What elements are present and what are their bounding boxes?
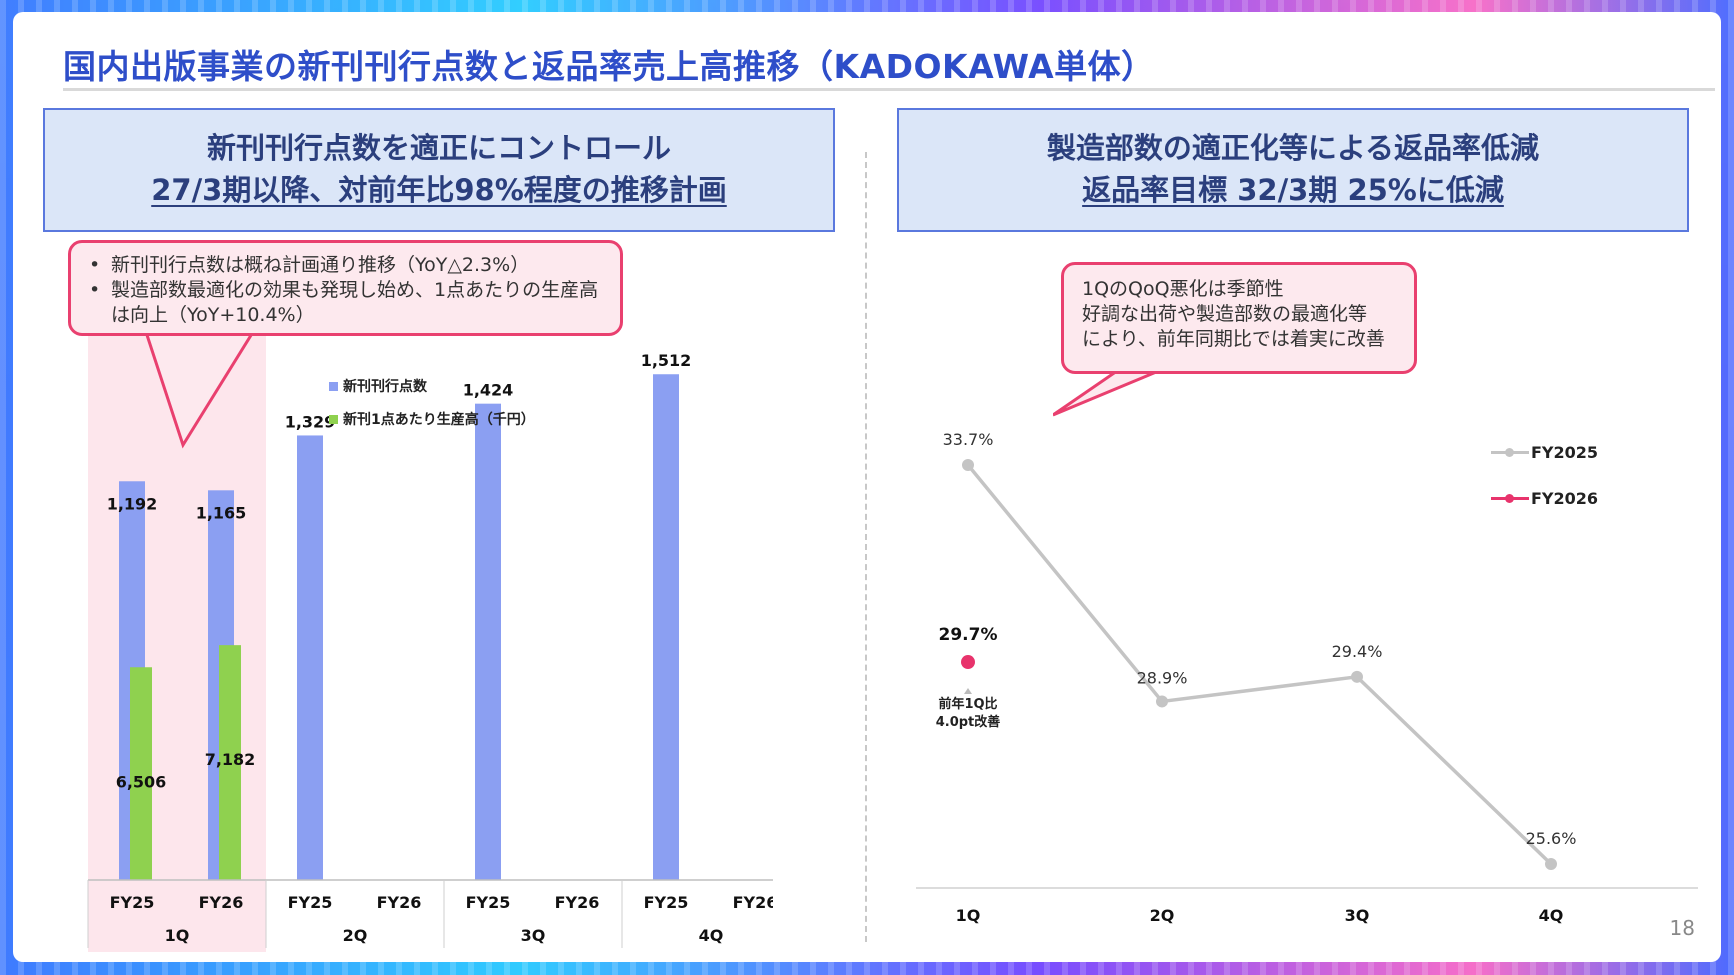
category-tick-3Q-FY25: FY25 [466, 893, 511, 912]
legend-item-titles: 新刊刊行点数 [329, 376, 427, 396]
right-header-box: 製造部数の適正化等による返品率低減 返品率目標 32/3期 25%に低減 [897, 108, 1689, 232]
legend-swatch-green [329, 414, 338, 424]
legend-item-fy2026: FY2026 [1491, 489, 1598, 508]
bar-label-titles-1Q-FY26: 1,165 [196, 503, 247, 522]
bar-label-production-1Q-FY26: 7,182 [205, 750, 256, 769]
category-tick-2Q-FY26: FY26 [377, 893, 422, 912]
right-callout-line3: により、前年同期比では着実に改善 [1082, 328, 1385, 350]
line-category-3Q: 3Q [1345, 906, 1370, 925]
center-divider [865, 152, 867, 942]
line-category-2Q: 2Q [1150, 906, 1175, 925]
line-chart: 1Q 2Q 3Q 4Q 33.7% 28.9% 29.4% 25.6% 29.7% 前年1Q比 4.… [916, 430, 1698, 925]
point-fy2026-1Q [961, 655, 975, 670]
left-callout-bullet-2: 製造部数最適化の効果も発現し始め、1点あたりの生産高は向上（YoY+10.4%） [83, 278, 608, 328]
bar-label-titles-1Q-FY25: 1,192 [107, 494, 158, 513]
left-header-line2: 27/3期以降、対前年比98%程度の推移計画 [151, 173, 727, 207]
point-label-fy2026-1Q: 29.7% [939, 625, 998, 645]
legend-label-titles: 新刊刊行点数 [343, 379, 427, 395]
category-tick-1Q-FY25: FY25 [110, 893, 155, 912]
category-tick-3Q-FY26: FY26 [555, 893, 600, 912]
legend-line-fy2026 [1491, 494, 1529, 503]
bar-label-production-1Q-FY25: 6,506 [116, 772, 167, 791]
left-header-line1: 新刊刊行点数を適正にコントロール [206, 131, 671, 165]
improvement-arrow-icon [964, 688, 972, 695]
point-fy2025-2Q [1156, 695, 1168, 708]
slide: 国内出版事業の新刊刊行点数と返品率売上高推移（KADOKAWA単体） 新刊刊行点… [13, 12, 1721, 962]
category-tick-4Q-FY25: FY25 [644, 893, 689, 912]
annotation-line2: 4.0pt改善 [936, 714, 1001, 730]
left-callout-bullet-1: 新刊刊行点数は概ね計画通り推移（YoY△2.3%） [83, 253, 608, 278]
point-label-fy2025-3Q: 29.4% [1332, 642, 1383, 661]
line-fy2025 [966, 463, 1553, 866]
bar-label-titles-3Q-FY25: 1,424 [463, 381, 514, 400]
point-label-fy2025-1Q: 33.7% [943, 430, 994, 449]
left-callout: 新刊刊行点数は概ね計画通り推移（YoY△2.3%） 製造部数最適化の効果も発現し… [68, 240, 623, 336]
left-callout-tail [144, 332, 255, 449]
title-rule [63, 88, 1715, 91]
category-tick-4Q-FY26: FY26 [733, 893, 773, 912]
legend-item-fy2025: FY2025 [1491, 443, 1598, 462]
right-header-line2: 返品率目標 32/3期 25%に低減 [1082, 173, 1504, 207]
bar-titles-4Q-FY25 [653, 374, 679, 880]
legend-swatch-blue [329, 381, 338, 391]
bar-production-1Q-FY25 [130, 667, 152, 880]
category-quarter-3Q: 3Q [521, 926, 546, 945]
right-callout-line2: 好調な出荷や製造部数の最適化等 [1082, 303, 1368, 325]
right-callout-line1: 1QのQoQ悪化は季節性 [1082, 278, 1284, 300]
point-fy2025-4Q [1545, 858, 1557, 870]
right-header-line1: 製造部数の適正化等による返品率低減 [1046, 131, 1540, 165]
line-category-1Q: 1Q [956, 906, 981, 925]
bar-production-1Q-FY26 [219, 645, 241, 880]
bar-titles-3Q-FY25 [475, 403, 501, 880]
legend-line-fy2025 [1491, 448, 1529, 457]
legend-item-production: 新刊1点あたり生産高（千円） [329, 409, 535, 429]
bar-label-titles-4Q-FY25: 1,512 [641, 351, 692, 370]
point-label-fy2025-2Q: 28.9% [1137, 668, 1188, 687]
legend-label-fy2025: FY2025 [1531, 443, 1599, 462]
slide-title: 国内出版事業の新刊刊行点数と返品率売上高推移（KADOKAWA単体） [63, 47, 1155, 86]
bar-label-titles-2Q-FY25: 1,329 [285, 412, 336, 431]
legend-label-production: 新刊1点あたり生産高（千円） [343, 412, 535, 428]
point-fy2025-3Q [1351, 670, 1363, 683]
bar-titles-2Q-FY25 [297, 435, 323, 880]
point-fy2025-1Q [962, 459, 974, 471]
category-quarter-2Q: 2Q [343, 926, 368, 945]
point-label-fy2025-4Q: 25.6% [1526, 829, 1577, 848]
category-quarter-4Q: 4Q [699, 926, 724, 945]
line-category-4Q: 4Q [1539, 906, 1564, 925]
annotation-line1: 前年1Q比 [938, 696, 997, 712]
left-header-box: 新刊刊行点数を適正にコントロール 27/3期以降、対前年比98%程度の推移計画 [43, 108, 835, 232]
right-callout: 1QのQoQ悪化は季節性 好調な出荷や製造部数の最適化等 により、前年同期比では… [1061, 262, 1417, 374]
category-tick-1Q-FY26: FY26 [199, 893, 244, 912]
category-quarter-1Q: 1Q [165, 926, 190, 945]
page-number: 18 [1669, 916, 1695, 940]
legend-label-fy2026: FY2026 [1531, 489, 1599, 508]
bar-chart: 1,192 1,165 1,329 1,424 1,512 6,506 7,182 FY25 F… [87, 334, 773, 952]
category-tick-2Q-FY25: FY25 [288, 893, 333, 912]
